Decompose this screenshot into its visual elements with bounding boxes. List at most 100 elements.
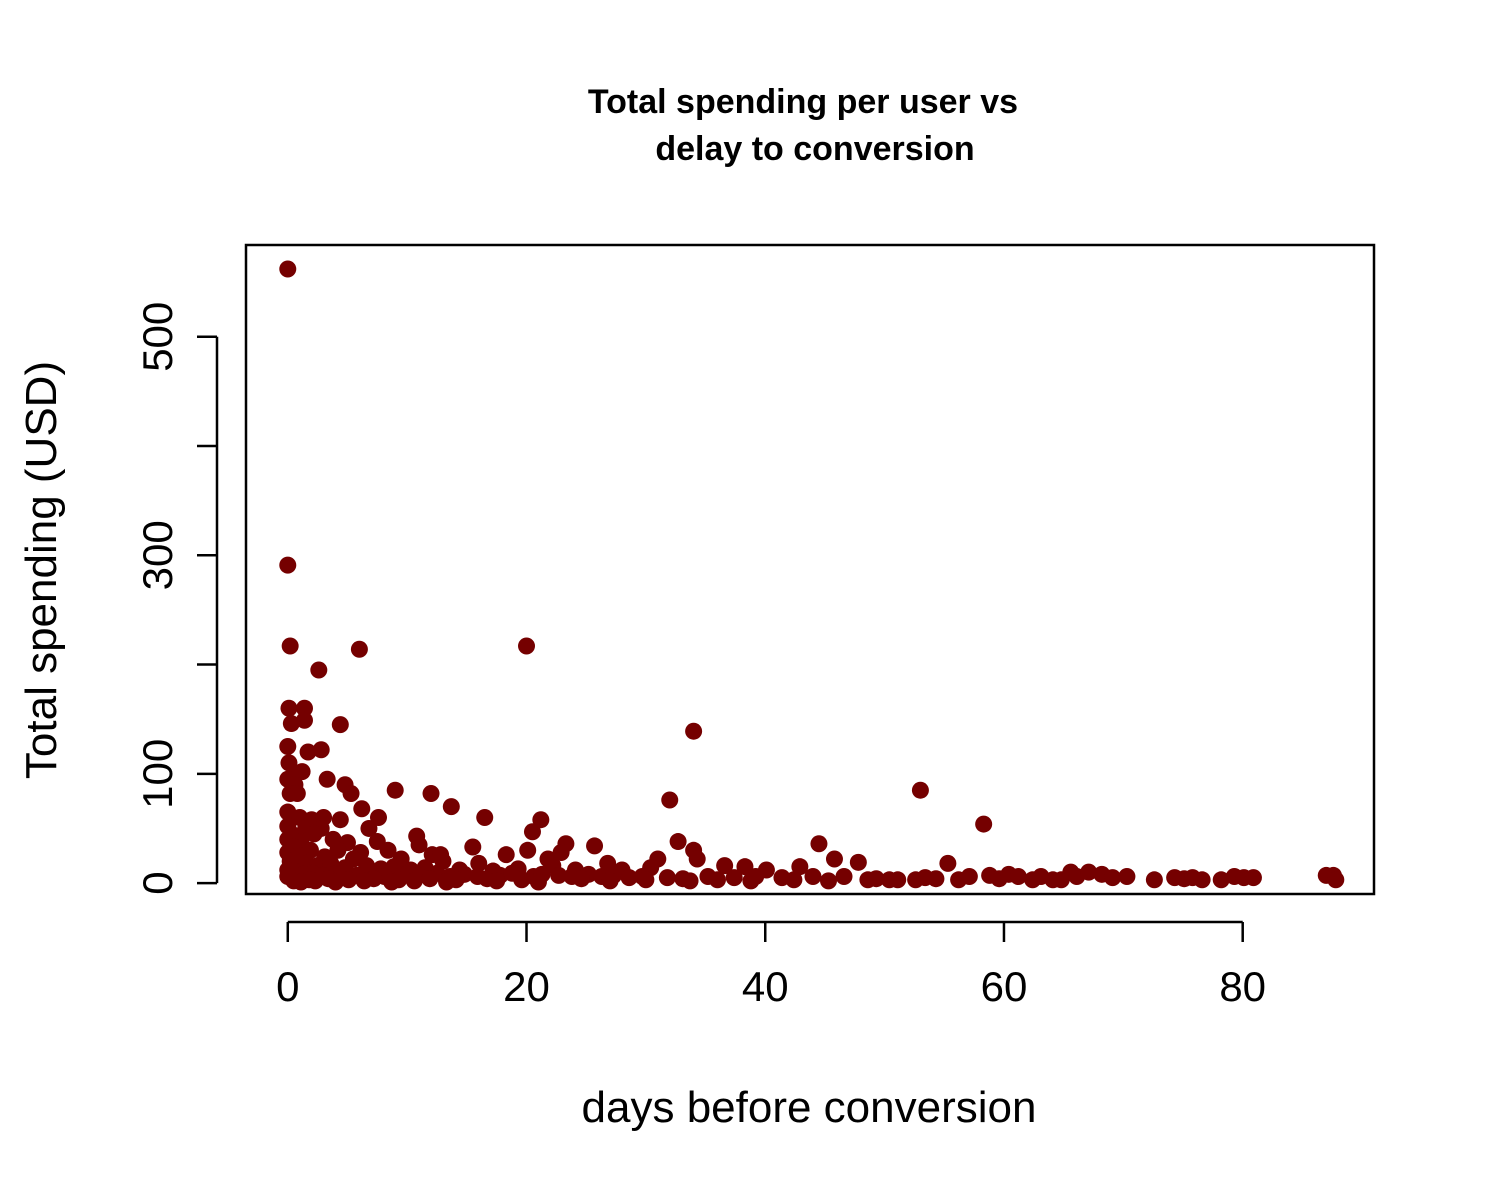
data-point: [383, 873, 401, 891]
data-point: [327, 873, 345, 891]
y-tick-label: 500: [134, 302, 181, 372]
data-point: [529, 873, 547, 891]
data-point: [736, 858, 754, 876]
data-point: [386, 781, 404, 799]
data-point: [742, 872, 760, 890]
data-point: [532, 811, 550, 829]
data-point: [849, 853, 867, 871]
data-point: [470, 854, 488, 872]
data-point: [280, 699, 298, 717]
data-point: [550, 866, 568, 884]
data-point: [519, 841, 537, 859]
data-point: [1118, 868, 1136, 886]
x-tick-label: 0: [276, 963, 299, 1010]
x-tick-label: 40: [742, 963, 789, 1010]
y-tick-label: 100: [134, 739, 181, 809]
data-point: [658, 869, 676, 887]
data-point: [422, 784, 440, 802]
data-point: [1009, 868, 1027, 886]
data-point: [939, 854, 957, 872]
data-point: [305, 825, 323, 843]
data-point: [523, 823, 541, 841]
data-point: [825, 850, 843, 868]
data-point: [442, 798, 460, 816]
data-point: [681, 872, 699, 890]
data-point: [405, 872, 423, 890]
data-point: [889, 871, 907, 889]
data-point: [488, 872, 506, 890]
data-point: [1327, 871, 1345, 889]
data-point: [281, 637, 299, 655]
chart-title-line-2: delay to conversion: [655, 130, 974, 168]
data-points: [279, 260, 1345, 891]
data-point: [353, 800, 371, 818]
data-point: [911, 781, 929, 799]
x-axis: 0 20 40 60 80: [276, 920, 1266, 1010]
data-point: [464, 838, 482, 856]
data-point: [1193, 871, 1211, 889]
data-point: [708, 871, 726, 889]
data-point: [342, 784, 360, 802]
data-point: [552, 843, 570, 861]
data-point: [804, 868, 822, 886]
data-point: [438, 873, 456, 891]
data-point: [279, 556, 297, 574]
data-point: [725, 869, 743, 887]
data-point: [791, 858, 809, 876]
data-point: [716, 857, 734, 875]
x-axis-label: days before conversion: [582, 1083, 1037, 1132]
data-point: [820, 872, 838, 890]
data-point: [410, 836, 428, 854]
data-point: [1104, 869, 1122, 887]
data-point: [497, 846, 515, 864]
data-point: [312, 741, 330, 759]
data-point: [379, 841, 397, 859]
y-axis: 0 100 300 500: [134, 302, 219, 895]
data-point: [295, 699, 313, 717]
data-point: [513, 871, 531, 889]
data-point: [350, 640, 368, 658]
data-point: [960, 868, 978, 886]
data-point: [688, 850, 706, 868]
data-point: [331, 811, 349, 829]
data-point: [518, 637, 536, 655]
data-point: [1145, 871, 1163, 889]
chart-title-line-1: Total spending per user vs: [588, 83, 1018, 121]
data-point: [785, 871, 803, 889]
data-point: [310, 661, 328, 679]
data-point: [279, 738, 297, 755]
data-point: [369, 809, 387, 827]
data-point: [1080, 863, 1098, 881]
data-point: [355, 872, 373, 890]
data-point: [340, 871, 358, 889]
x-tick-label: 20: [503, 963, 550, 1010]
data-point: [927, 870, 945, 888]
data-point: [810, 835, 828, 853]
data-point: [661, 791, 679, 809]
y-axis-label: Total spending (USD): [17, 361, 66, 779]
data-point: [331, 716, 349, 734]
data-point: [476, 809, 494, 827]
data-point: [299, 743, 317, 761]
data-point: [1244, 869, 1262, 887]
data-point: [318, 770, 336, 788]
data-point: [637, 871, 655, 889]
data-point: [421, 870, 439, 888]
data-point: [601, 872, 619, 890]
data-point: [975, 815, 993, 833]
data-point: [329, 841, 347, 859]
data-point: [360, 819, 378, 837]
data-point: [835, 868, 853, 886]
data-point: [282, 715, 300, 733]
data-point: [586, 837, 604, 855]
y-tick-label: 0: [134, 871, 181, 894]
data-point: [279, 260, 297, 278]
data-point: [685, 722, 703, 740]
x-tick-label: 60: [981, 963, 1028, 1010]
data-point: [859, 871, 877, 889]
data-point: [1212, 871, 1230, 889]
data-point: [288, 784, 306, 802]
data-point: [669, 833, 687, 851]
data-point: [292, 873, 310, 891]
